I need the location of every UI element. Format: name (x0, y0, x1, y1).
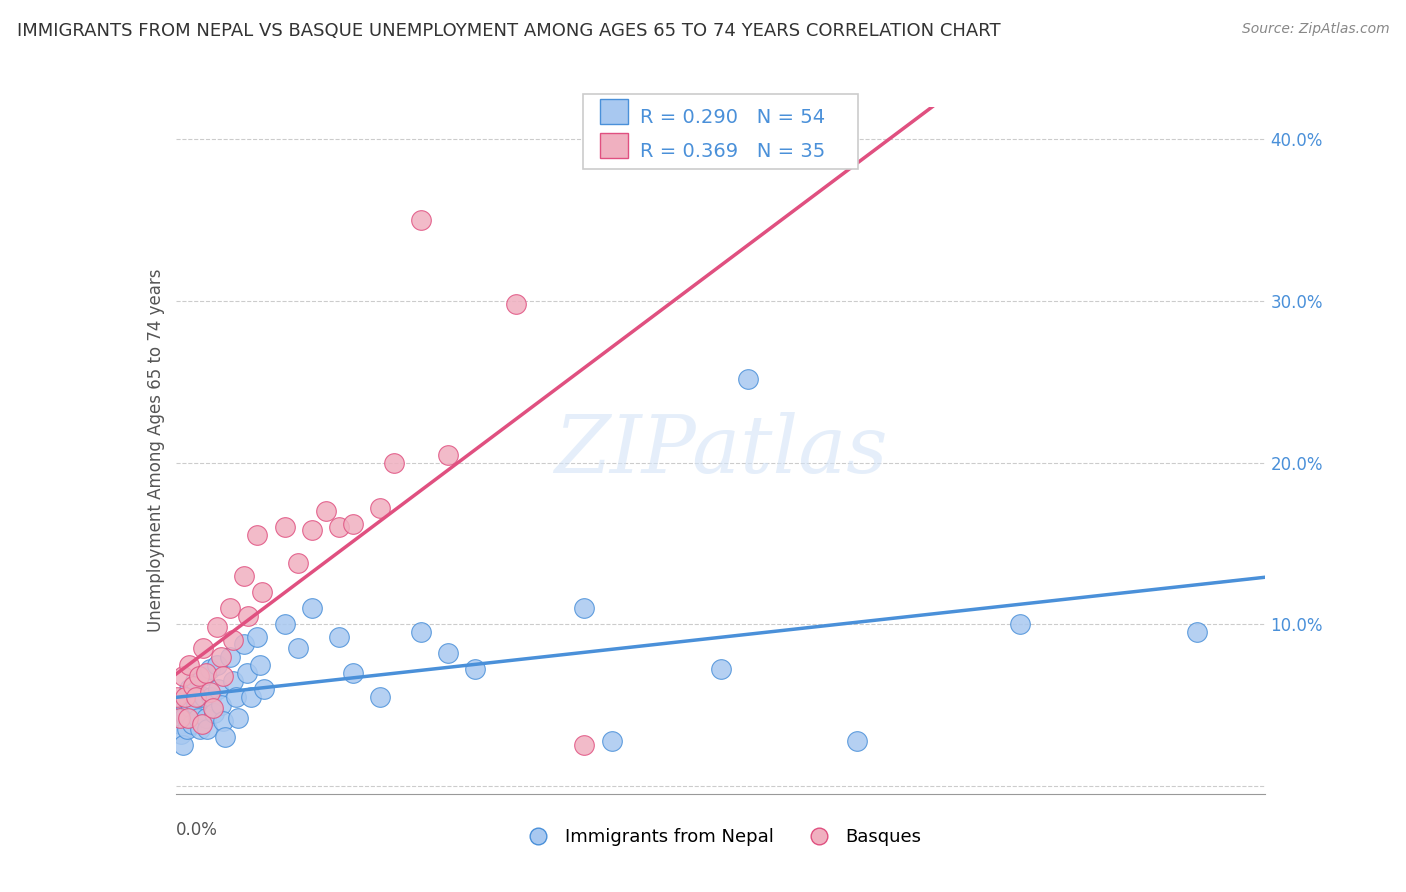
Point (315, 504, 337, 518)
Point (253, 681, 276, 696)
Point (246, 630, 269, 644)
Point (737, 371, 759, 385)
Point (191, 641, 214, 656)
Point (328, 520, 350, 534)
Point (287, 556, 309, 570)
Point (409, 625, 432, 640)
Point (274, 617, 297, 632)
Text: R = 0.369   N = 35: R = 0.369 N = 35 (640, 142, 825, 161)
Point (176, 723, 198, 737)
Point (188, 723, 211, 737)
Point (236, 609, 259, 624)
Point (172, 739, 194, 753)
Point (187, 669, 209, 683)
Y-axis label: Unemployment Among Ages 65 to 74 years: Unemployment Among Ages 65 to 74 years (146, 268, 165, 632)
Point (169, 711, 191, 725)
Point (710, 662, 733, 676)
Text: R = 0.290   N = 54: R = 0.290 N = 54 (640, 108, 825, 127)
Text: ZIPatlas: ZIPatlas (554, 412, 887, 489)
Point (239, 690, 262, 704)
Point (184, 673, 207, 688)
Point (200, 690, 222, 704)
Point (194, 711, 217, 725)
Point (186, 698, 208, 712)
Point (382, 456, 405, 470)
Point (437, 646, 460, 660)
Point (409, 213, 432, 227)
Point (170, 727, 193, 741)
Point (198, 685, 221, 699)
Point (235, 665, 257, 680)
Point (180, 701, 202, 715)
Point (505, 297, 527, 311)
Point (202, 706, 225, 720)
Point (205, 620, 228, 634)
Point (368, 690, 391, 704)
Point (437, 448, 460, 462)
Point (186, 711, 209, 725)
Point (246, 528, 269, 542)
Point (172, 669, 194, 683)
Point (301, 601, 323, 615)
Legend: Immigrants from Nepal, Basques: Immigrants from Nepal, Basques (512, 822, 929, 854)
Point (179, 657, 201, 672)
Point (342, 665, 364, 680)
Point (195, 723, 218, 737)
Point (167, 706, 190, 720)
Text: IMMIGRANTS FROM NEPAL VS BASQUE UNEMPLOYMENT AMONG AGES 65 TO 74 YEARS CORRELATI: IMMIGRANTS FROM NEPAL VS BASQUE UNEMPLOY… (17, 22, 1001, 40)
Point (205, 657, 228, 672)
Point (177, 690, 200, 704)
Text: Source: ZipAtlas.com: Source: ZipAtlas.com (1241, 22, 1389, 37)
Point (368, 500, 391, 515)
Point (301, 524, 323, 538)
Point (1010, 617, 1032, 632)
Point (250, 585, 273, 599)
Point (1187, 625, 1209, 640)
Point (177, 711, 200, 725)
Point (166, 690, 188, 704)
Point (190, 717, 212, 731)
Point (174, 709, 197, 723)
Point (287, 641, 309, 656)
Point (209, 649, 232, 664)
Point (207, 681, 229, 696)
Point (191, 669, 214, 683)
Point (222, 673, 245, 688)
Point (219, 649, 242, 664)
Point (187, 690, 209, 704)
Point (212, 714, 235, 728)
Point (249, 657, 271, 672)
Point (600, 733, 623, 747)
Point (464, 662, 486, 676)
Point (574, 739, 596, 753)
Point (274, 520, 297, 534)
Text: 0.0%: 0.0% (176, 822, 218, 839)
Point (232, 568, 254, 582)
Point (574, 601, 596, 615)
Point (181, 717, 204, 731)
Point (169, 717, 191, 731)
Point (212, 669, 235, 683)
Point (179, 681, 201, 696)
Point (183, 679, 205, 693)
Point (219, 601, 242, 615)
Point (193, 690, 215, 704)
Point (173, 695, 195, 709)
Point (225, 690, 247, 704)
Point (174, 690, 197, 704)
Point (201, 701, 224, 715)
Point (328, 630, 350, 644)
Point (222, 633, 245, 648)
Point (198, 662, 221, 676)
Point (186, 690, 208, 704)
Point (845, 733, 868, 747)
Point (232, 637, 254, 651)
Point (342, 516, 364, 531)
Point (214, 731, 236, 745)
Point (209, 698, 232, 712)
Point (228, 711, 250, 725)
Point (194, 665, 217, 680)
